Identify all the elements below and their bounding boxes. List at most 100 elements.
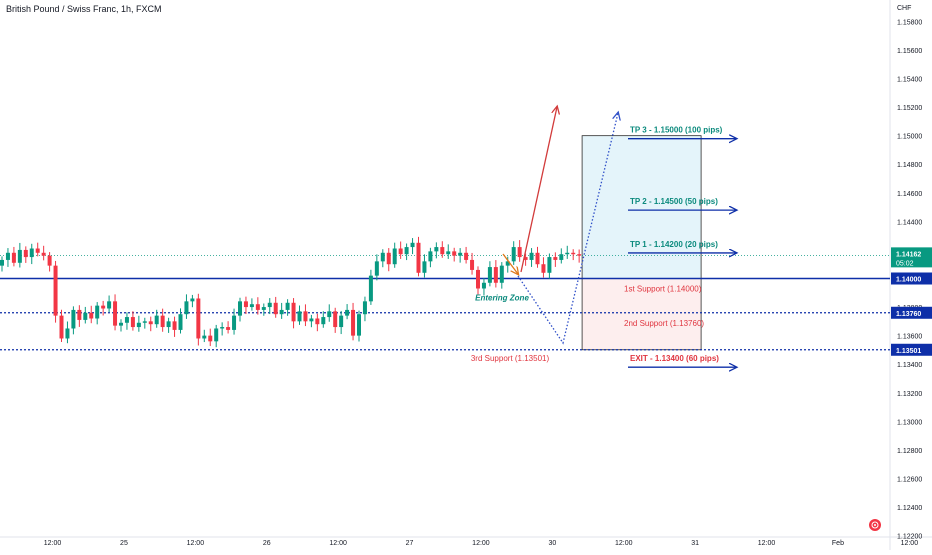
candle-body [261, 307, 266, 310]
candle-body [172, 321, 177, 330]
candle-body [267, 302, 272, 308]
candle-body [416, 242, 421, 273]
candle-body [553, 257, 558, 260]
candle-body [577, 254, 582, 256]
candle-body [41, 252, 46, 256]
candle-body [565, 252, 570, 255]
y-tick-label: 1.15200 [897, 105, 922, 112]
exit-label-4: EXIT - 1.13400 (60 pips) [630, 354, 719, 363]
candle-body [505, 261, 510, 266]
candle-body [404, 247, 409, 255]
x-tick-label: 12:00 [44, 540, 62, 547]
candle-body [470, 259, 475, 270]
bar-countdown: 05:02 [896, 260, 914, 267]
y-tick-label: 1.15000 [897, 134, 922, 141]
candle-body [59, 315, 64, 339]
time-axis: 12:00 25 12:00 26 12:00 27 12:00 30 12:00 31 12:00… [44, 540, 918, 547]
candle-body [154, 315, 159, 325]
candle-body [458, 252, 463, 256]
alert-icon-dot [874, 524, 876, 526]
entering-zone-label: Entering Zone [475, 293, 529, 302]
support-price-tag-text: 1.14000 [896, 276, 921, 283]
candle-body [166, 321, 171, 328]
y-tick-label: 1.15600 [897, 48, 922, 55]
candle-body [95, 305, 100, 319]
bullish-projection-arrow [520, 107, 557, 273]
target-label-1: TP 3 - 1.15000 (100 pips) [630, 126, 723, 135]
candle-body [523, 257, 528, 260]
candle-body [517, 247, 522, 258]
candle-body [309, 318, 314, 322]
candle-body [452, 251, 457, 256]
candles [0, 236, 582, 348]
x-tick-label: Feb [832, 540, 844, 547]
x-tick-label: 27 [406, 540, 414, 547]
candle-body [535, 252, 540, 265]
y-tick-label: 1.12400 [897, 505, 922, 512]
candle-body [255, 304, 260, 310]
y-tick-label: 1.14600 [897, 191, 922, 198]
entry-arrow [502, 253, 518, 274]
candle-body [220, 327, 225, 329]
alternate-projection-arrow [517, 113, 618, 345]
candle-body [101, 305, 106, 309]
candle-body [119, 322, 123, 326]
candle-body [327, 311, 332, 318]
candle-body [398, 248, 403, 255]
candle-body [124, 317, 129, 323]
candle-body [160, 315, 165, 328]
alert-icon[interactable] [869, 519, 881, 531]
x-tick-label: 12:00 [187, 540, 205, 547]
y-tick-label: 1.15400 [897, 77, 922, 84]
y-tick-label: 1.13600 [897, 334, 922, 341]
candle-body [434, 247, 439, 252]
candle-body [392, 248, 397, 265]
candle-body [291, 302, 296, 322]
candle-body [493, 267, 498, 283]
candle-body [65, 328, 70, 339]
target-label-2: TP 2 - 1.14500 (50 pips) [630, 197, 718, 206]
candle-body [285, 302, 290, 310]
candle-body [184, 301, 189, 315]
candle-body [357, 314, 361, 336]
candle-body [214, 328, 219, 342]
x-tick-label: 30 [548, 540, 556, 547]
stop-zone [581, 278, 702, 351]
candle-body [380, 252, 385, 262]
candle-body [339, 315, 344, 328]
x-tick-label: 12:00 [758, 540, 776, 547]
support-price-tag-text: 1.13501 [896, 348, 921, 355]
candle-body [345, 309, 350, 316]
candle-body [374, 261, 379, 276]
candle-body [243, 301, 248, 308]
candle-body [362, 301, 367, 315]
candle-body [297, 311, 302, 322]
candle-body [178, 314, 183, 330]
y-tick-label: 1.12600 [897, 476, 922, 483]
x-tick-label: 12:00 [615, 540, 633, 547]
candle-body [47, 255, 52, 266]
candle-body [148, 321, 153, 325]
candle-body [303, 311, 308, 322]
candle-body [481, 282, 486, 289]
candle-body [464, 252, 469, 260]
candle-body [17, 249, 22, 263]
candle-body [232, 315, 237, 330]
candle-body [559, 254, 564, 260]
target-label-3: TP 1 - 1.14200 (20 pips) [630, 240, 718, 249]
candle-body [499, 265, 504, 283]
x-tick-label: 26 [263, 540, 271, 547]
candle-body [226, 327, 231, 330]
candle-body [196, 298, 201, 339]
last-price-value: 1.14162 [896, 251, 921, 258]
candle-body [11, 252, 16, 263]
candle-body [238, 301, 242, 316]
candle-body [23, 249, 28, 258]
chart-title: British Pound / Swiss Franc, 1h, FXCM [6, 4, 162, 14]
candle-body [541, 264, 546, 273]
candle-body [279, 309, 284, 315]
candle-body [529, 252, 534, 260]
candle-body [368, 275, 373, 302]
